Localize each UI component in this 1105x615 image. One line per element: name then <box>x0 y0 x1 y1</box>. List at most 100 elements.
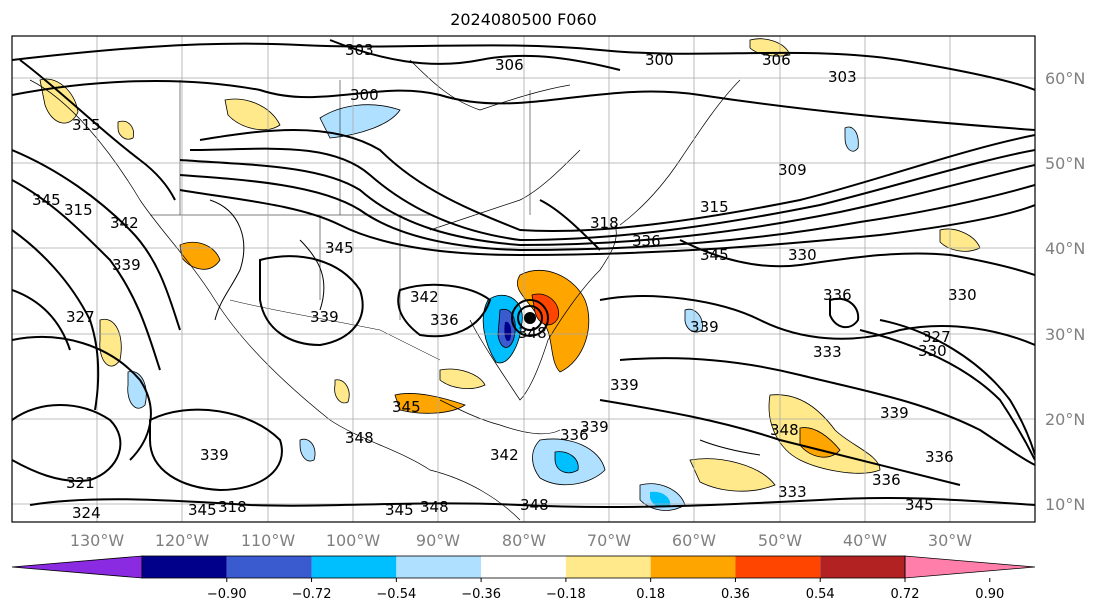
contour-label: 339 <box>880 404 909 422</box>
colorbar-tick-label: −0.36 <box>461 587 501 602</box>
lat-label: 20°N <box>1045 410 1085 429</box>
contour-label: 315 <box>700 198 729 216</box>
lon-label: 130°W <box>70 531 125 550</box>
contour-label: 345 <box>385 501 414 519</box>
map-panel: 303 300 306 306 303 300 309 315 318 336 … <box>12 36 1035 522</box>
contour-label: 330 <box>918 342 947 360</box>
contour-label: 342 <box>410 288 439 306</box>
lat-label: 30°N <box>1045 325 1085 344</box>
contour-label: 306 <box>495 56 524 74</box>
contour-label: 345 <box>700 246 729 264</box>
colorbar-tick-label: 0.36 <box>721 587 750 602</box>
contour-label: 348 <box>345 429 374 447</box>
contour-labels: 303 300 306 306 303 300 309 315 318 336 … <box>32 41 977 522</box>
contour-label: 327 <box>922 328 951 346</box>
contour-label: 348 <box>518 324 547 342</box>
contour-label: 336 <box>925 448 954 466</box>
lat-label: 10°N <box>1045 495 1085 514</box>
contour-label: 336 <box>823 286 852 304</box>
contour-label: 327 <box>66 308 95 326</box>
lat-label: 40°N <box>1045 239 1085 258</box>
contour-label: 345 <box>188 501 217 519</box>
colorbar-bin <box>311 556 397 578</box>
shaded-anomalies <box>39 38 981 511</box>
contour-label: 336 <box>632 232 661 250</box>
contour-label: 339 <box>690 318 719 336</box>
colorbar-tick-label: 0.54 <box>806 587 835 602</box>
contour-label: 300 <box>350 86 379 104</box>
coastlines <box>29 59 741 521</box>
contour-label: 339 <box>310 308 339 326</box>
contour-label: 348 <box>520 496 549 514</box>
contour-label: 315 <box>64 201 93 219</box>
colorbar: −0.90 −0.72 −0.54 −0.36 −0.18 0.18 0.36 0.54 0.7… <box>11 555 1036 602</box>
contour-label: 300 <box>645 51 674 69</box>
colorbar-tick-label: −0.54 <box>376 587 416 602</box>
longitude-labels: 130°W 120°W 110°W 100°W 90°W 80°W 70°W 6… <box>70 531 972 550</box>
contour-label: 321 <box>66 474 95 492</box>
cyclone-center <box>511 299 549 337</box>
colorbar-tick-label: −0.90 <box>207 587 247 602</box>
lon-label: 70°W <box>587 531 631 550</box>
colorbar-tick-label: 0.18 <box>636 587 665 602</box>
colorbar-tick-label: 0.72 <box>891 587 920 602</box>
lon-label: 30°W <box>928 531 972 550</box>
contour-label: 303 <box>828 68 857 86</box>
contour-label: 330 <box>948 286 977 304</box>
contour-label: 303 <box>345 41 374 59</box>
colorbar-bin <box>820 556 905 578</box>
contour-label: 345 <box>905 496 934 514</box>
colorbar-min-extension <box>11 555 143 579</box>
contours <box>12 39 1035 509</box>
contour-label: 333 <box>813 343 842 361</box>
contour-label: 306 <box>762 51 791 69</box>
contour-label: 336 <box>872 471 901 489</box>
contour-label: 345 <box>392 398 421 416</box>
colorbar-bin <box>735 556 821 578</box>
lat-label: 50°N <box>1045 154 1085 173</box>
map-frame <box>11 35 1036 523</box>
colorbar-tick-label: −0.18 <box>546 587 586 602</box>
contour-label: 345 <box>325 239 354 257</box>
colorbar-tick-label: 0.90 <box>975 587 1004 602</box>
colorbar-bin <box>142 556 227 578</box>
contour-label: 339 <box>200 446 229 464</box>
contour-label: 330 <box>788 246 817 264</box>
contour-label: 336 <box>560 426 589 444</box>
contour-label: 342 <box>490 446 519 464</box>
latitude-labels: 60°N 50°N 40°N 30°N 20°N 10°N <box>1045 69 1085 514</box>
contour-label: 339 <box>112 256 141 274</box>
contour-label: 339 <box>580 418 609 436</box>
contour-label: 336 <box>430 311 459 329</box>
contour-label: 318 <box>218 498 247 516</box>
thin-contours <box>209 199 761 456</box>
political-borders <box>150 80 531 361</box>
contour-label: 309 <box>778 161 807 179</box>
colorbar-bin <box>226 556 312 578</box>
lon-label: 110°W <box>241 531 296 550</box>
colorbar-tick-label: −0.72 <box>292 587 332 602</box>
contour-label: 345 <box>32 191 61 209</box>
lon-label: 60°W <box>672 531 716 550</box>
colorbar-bin <box>481 556 566 578</box>
lon-label: 50°W <box>758 531 802 550</box>
contour-label: 315 <box>72 116 101 134</box>
colorbar-outline <box>141 555 906 579</box>
contour-label: 324 <box>72 504 101 522</box>
lat-label: 60°N <box>1045 69 1085 88</box>
colorbar-bin <box>565 556 651 578</box>
colorbar-bin <box>396 556 482 578</box>
lon-label: 40°W <box>843 531 887 550</box>
lon-label: 120°W <box>155 531 210 550</box>
colorbar-bin <box>650 556 736 578</box>
map-title: 2024080500 F060 <box>450 10 597 29</box>
contour-label: 318 <box>590 214 619 232</box>
lon-label: 100°W <box>326 531 381 550</box>
lon-label: 80°W <box>502 531 546 550</box>
contour-label: 348 <box>420 498 449 516</box>
contour-label: 333 <box>778 483 807 501</box>
lon-label: 90°W <box>416 531 460 550</box>
contour-label: 342 <box>110 214 139 232</box>
contour-label: 339 <box>610 376 639 394</box>
